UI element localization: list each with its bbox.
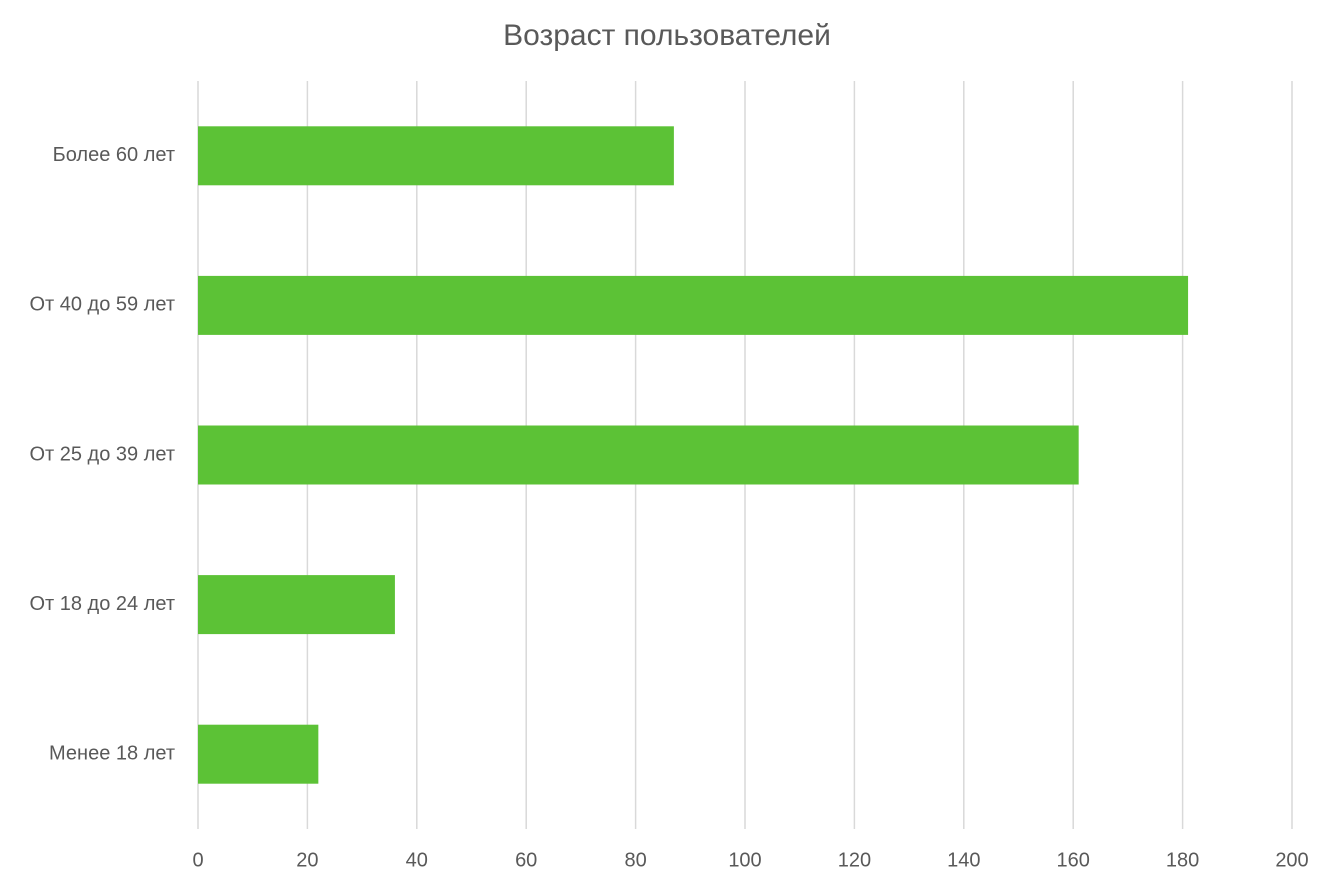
x-tick-label: 80 <box>624 849 646 871</box>
x-tick-label: 180 <box>1166 849 1199 871</box>
x-tick-label: 140 <box>947 849 980 871</box>
y-tick-label: От 40 до 59 лет <box>29 294 175 316</box>
x-tick-label: 100 <box>728 849 761 871</box>
y-tick-label: От 18 до 24 лет <box>29 593 175 615</box>
y-tick-label: Более 60 лет <box>53 144 175 166</box>
x-tick-label: 40 <box>406 849 428 871</box>
bar <box>198 724 319 784</box>
bar <box>198 575 395 635</box>
y-tick-label: Менее 18 лет <box>49 742 175 764</box>
chart-title: Возраст пользователей <box>503 19 831 52</box>
x-tick-label: 60 <box>515 849 537 871</box>
bar <box>198 425 1079 485</box>
x-tick-label: 160 <box>1057 849 1090 871</box>
x-tick-label: 120 <box>838 849 871 871</box>
x-tick-label: 0 <box>192 849 203 871</box>
x-tick-label: 20 <box>296 849 318 871</box>
bar <box>198 126 674 186</box>
bar <box>198 275 1189 335</box>
y-tick-label: От 25 до 39 лет <box>29 443 175 465</box>
x-tick-label: 200 <box>1275 849 1308 871</box>
